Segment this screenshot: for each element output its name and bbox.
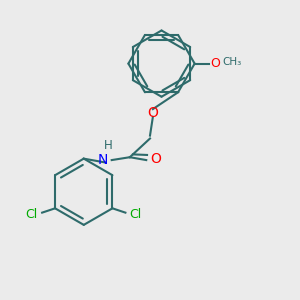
Text: H: H [103,139,112,152]
Text: O: O [211,57,220,70]
Text: Cl: Cl [26,208,38,220]
Text: N: N [98,153,108,167]
Text: Cl: Cl [130,208,142,220]
Text: O: O [150,152,161,166]
Text: CH₃: CH₃ [223,57,242,67]
Text: O: O [147,106,158,120]
